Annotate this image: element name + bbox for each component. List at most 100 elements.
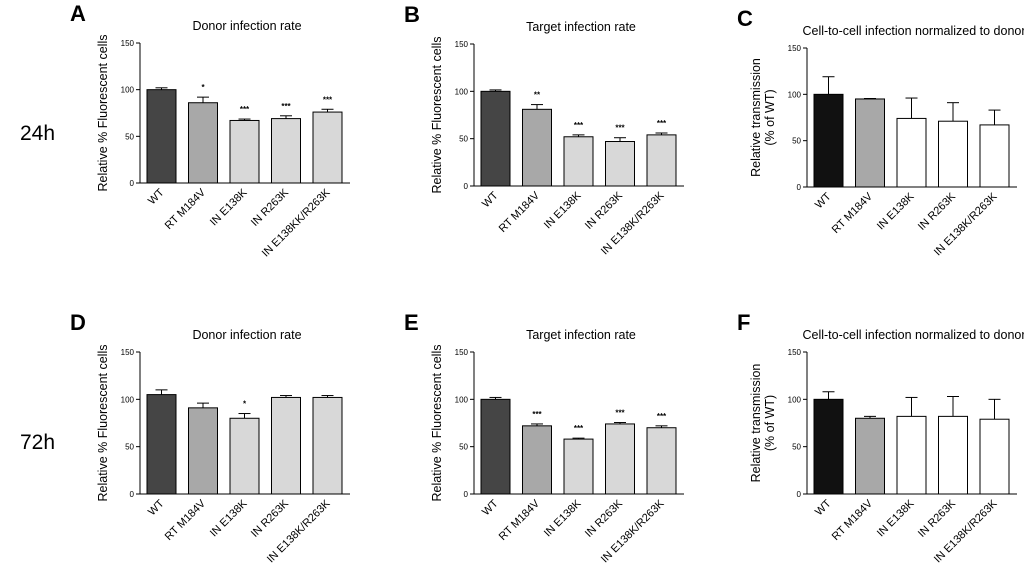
category-label: RT M184V (830, 497, 876, 543)
y-tick-label: 100 (788, 395, 802, 404)
category-label: IN E138K (875, 190, 917, 232)
y-tick-label: 0 (130, 179, 135, 188)
panel-title: Target infection rate (526, 20, 636, 34)
significance-label: *** (615, 409, 625, 418)
bar-1 (146, 394, 177, 495)
y-tick-label: 50 (459, 443, 468, 452)
significance-label: *** (615, 124, 625, 133)
y-tick-label: 0 (464, 490, 469, 499)
panel-title: Donor infection rate (192, 328, 301, 342)
category-label: IN R263K (249, 186, 292, 229)
bar-3 (896, 117, 927, 188)
y-tick-label: 100 (455, 87, 469, 96)
bar-5 (979, 418, 1010, 495)
category-label: IN E138K (875, 497, 917, 539)
y-axis-label: Relative % Fluorescent cells (96, 34, 110, 191)
y-tick-label: 50 (792, 137, 801, 146)
bar-4 (271, 118, 301, 184)
panel-b: B Target infection rate Relative % Fluores… (404, 2, 684, 257)
panel-letter: D (70, 310, 86, 335)
panel-f: F Cell-to-cell infection normalized to do… (737, 310, 1024, 565)
y-tick-label: 50 (125, 132, 134, 141)
bar-3 (563, 438, 594, 495)
y-axis-label: Relative % Fluorescent cells (430, 344, 444, 501)
category-label: RT M184V (497, 497, 543, 543)
significance-label: ** (534, 91, 541, 100)
y-tick-label: 150 (788, 348, 802, 357)
y-tick-label: 150 (788, 44, 802, 53)
category-label: IN R263K (249, 497, 292, 540)
y-tick-label: 150 (121, 39, 135, 48)
panel-letter: C (737, 6, 753, 31)
bar-5 (979, 124, 1010, 188)
y-tick-label: 50 (125, 443, 134, 452)
y-axis-label: Relative transmission (749, 364, 763, 483)
significance-label: *** (574, 121, 584, 130)
category-label: WT (480, 189, 501, 210)
category-label: IN E138K (208, 186, 250, 228)
panel-letter: A (70, 1, 86, 26)
category-label: IN R263K (916, 497, 959, 540)
significance-label: * (243, 400, 247, 409)
category-label: IN R263K (583, 189, 626, 232)
bar-1 (813, 398, 844, 495)
y-tick-label: 150 (455, 40, 469, 49)
panel-title: Donor infection rate (192, 19, 301, 33)
bar-4 (605, 141, 635, 187)
y-tick-label: 100 (121, 86, 135, 95)
significance-label: *** (323, 95, 333, 104)
y-tick-label: 0 (464, 182, 469, 191)
panel-title: Cell-to-cell infection normalized to don… (802, 328, 1024, 342)
panel-e: E Target infection rate Relative % Fluores… (404, 310, 684, 565)
category-label: RT M184V (163, 186, 209, 232)
category-label: IN R263K (916, 190, 959, 233)
category-label: RT M184V (497, 189, 543, 235)
y-tick-label: 150 (455, 348, 469, 357)
y-tick-label: 100 (455, 395, 469, 404)
bar-4 (605, 423, 635, 495)
bar-1 (480, 398, 511, 495)
bar-1 (146, 89, 177, 184)
bar-1 (480, 90, 511, 187)
category-label: WT (480, 497, 501, 518)
category-label: IN R263K (583, 497, 626, 540)
y-axis-label: Relative transmission (749, 58, 763, 177)
y-tick-label: 50 (792, 443, 801, 452)
significance-label: *** (657, 412, 667, 421)
bar-2 (855, 98, 885, 188)
bar-4 (938, 120, 968, 188)
category-label: IN E138K (208, 497, 250, 539)
bar-5 (312, 111, 343, 184)
bar-4 (938, 415, 968, 495)
bar-3 (563, 136, 594, 187)
y-tick-label: 0 (797, 183, 802, 192)
bar-4 (271, 396, 301, 495)
significance-label: *** (240, 105, 250, 114)
y-axis-label: Relative % Fluorescent cells (96, 344, 110, 501)
y-axis-label: Relative % Fluorescent cells (430, 36, 444, 193)
significance-label: *** (574, 424, 584, 433)
significance-label: *** (657, 119, 667, 128)
bar-3 (896, 415, 927, 495)
panel-letter: E (404, 310, 419, 335)
significance-label: *** (281, 102, 291, 111)
panel-c: C Cell-to-cell infection normalized to do… (737, 6, 1024, 258)
y-tick-label: 100 (121, 395, 135, 404)
bar-5 (646, 134, 677, 187)
bar-2 (855, 417, 885, 495)
category-label: IN E138K (542, 189, 584, 231)
bar-1 (813, 93, 844, 188)
panel-title: Target infection rate (526, 328, 636, 342)
category-label: WT (146, 186, 167, 207)
significance-label: *** (532, 410, 542, 419)
y-tick-label: 150 (121, 348, 135, 357)
bar-2 (522, 425, 552, 495)
y-tick-label: 0 (130, 490, 135, 499)
category-label: RT M184V (830, 190, 876, 236)
bar-5 (312, 396, 343, 495)
y-axis-label: (% of WT) (763, 395, 777, 451)
category-label: WT (813, 497, 834, 518)
time-label-24h: 24h (20, 122, 55, 145)
category-label: WT (813, 190, 834, 211)
panel-title: Cell-to-cell infection normalized to don… (802, 24, 1024, 38)
